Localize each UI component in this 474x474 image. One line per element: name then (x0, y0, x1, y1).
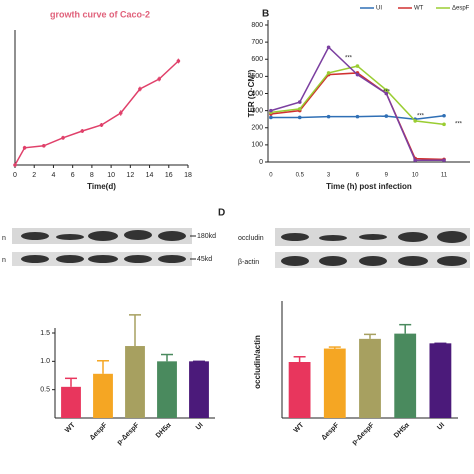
point (297, 100, 302, 104)
y-tick-label: 1.5 (40, 330, 50, 337)
y-axis-label: TER (Ω·CM²) (247, 69, 256, 117)
y-tick-label: 600 (251, 56, 263, 63)
panel-label: D (218, 208, 225, 219)
series-line (270, 46, 445, 162)
point (355, 72, 360, 77)
x-tick-label: 0 (269, 173, 273, 179)
point (13, 163, 17, 167)
x-tick-label: DH5α (155, 421, 173, 439)
y-axis-label: occludin/actin (253, 335, 262, 389)
bar (189, 361, 209, 418)
blot-size: 45kd (197, 256, 212, 263)
x-tick-label: p-ΔespF (351, 421, 376, 446)
x-tick-label: ΔespF (320, 421, 341, 442)
x-tick-label: 0 (13, 172, 17, 179)
y-tick-label: 100 (251, 142, 263, 149)
legend-label: UI (376, 6, 382, 12)
point (326, 114, 331, 119)
x-axis-label: Time(d) (87, 182, 116, 191)
blot-c: n n 180kd 45kd (2, 228, 216, 266)
x-tick-label: ΔespF (89, 421, 110, 442)
bar (125, 346, 145, 418)
point (442, 158, 446, 163)
x-tick-label: UI (436, 422, 446, 432)
point (413, 119, 417, 123)
x-tick-label: 12 (126, 172, 134, 179)
y-tick-label: 200 (251, 125, 263, 132)
x-tick-label: 0.5 (296, 173, 305, 179)
bar (323, 348, 346, 418)
legend-label: ΔespF (452, 6, 470, 12)
legend-label: WT (414, 6, 424, 12)
x-tick-label: WT (64, 421, 77, 434)
bar (359, 338, 381, 418)
x-tick-label: 11 (441, 173, 448, 179)
bar (288, 362, 311, 418)
y-tick-label: 800 (251, 22, 263, 29)
x-tick-label: WT (293, 421, 306, 434)
blot-size: 180kd (197, 233, 216, 240)
x-tick-label: DH5α (393, 421, 411, 439)
point (269, 115, 273, 120)
point (384, 88, 389, 92)
bar (93, 373, 113, 418)
chart-title: growth curve of Caco-2 (50, 9, 150, 19)
x-axis-label: Time (h) post infection (326, 182, 412, 191)
annotation: *** (417, 114, 425, 120)
blot-d: occludin β-actin (238, 228, 470, 268)
point (297, 115, 302, 120)
blot-label: β-actin (238, 259, 259, 266)
point (355, 64, 360, 68)
point (355, 114, 360, 119)
blot-label: n (2, 235, 6, 242)
annotation: *** (345, 56, 353, 62)
x-tick-label: 6 (356, 173, 360, 179)
x-tick-label: 10 (107, 172, 115, 179)
x-tick-label: 16 (165, 172, 173, 179)
annotation: *** (383, 90, 391, 96)
x-tick-label: 18 (184, 172, 192, 179)
x-tick-label: 2 (32, 172, 36, 179)
x-tick-label: 10 (412, 173, 419, 179)
series-line (14, 60, 179, 166)
point (326, 45, 331, 50)
y-tick-label: 700 (251, 39, 263, 46)
y-tick-label: 1.0 (40, 358, 50, 365)
point (442, 122, 446, 127)
point (269, 108, 273, 113)
x-tick-label: UI (195, 422, 205, 432)
bar (394, 333, 417, 418)
blot-label: occludin (238, 235, 264, 242)
x-tick-label: 3 (327, 173, 331, 179)
point (413, 158, 417, 163)
point (384, 91, 389, 96)
x-tick-label: 8 (90, 172, 94, 179)
point (326, 71, 331, 75)
panel-label: B (262, 9, 269, 20)
bar (157, 361, 177, 418)
y-tick-label: 0 (259, 159, 263, 166)
x-tick-label: p-ΔespF (116, 421, 141, 446)
annotation: *** (455, 122, 463, 128)
x-tick-label: 4 (51, 172, 55, 179)
x-tick-label: 14 (146, 172, 154, 179)
y-tick-label: 300 (251, 107, 263, 114)
point (384, 114, 389, 118)
blot-label: n (2, 257, 6, 264)
y-tick-label: 400 (251, 90, 263, 97)
y-tick-label: 0.5 (40, 387, 50, 394)
x-tick-label: 9 (385, 173, 389, 179)
point (297, 107, 302, 111)
x-tick-label: 6 (71, 172, 75, 179)
y-tick-label: 500 (251, 73, 263, 80)
bar (61, 386, 81, 418)
point (442, 113, 446, 118)
bar (429, 343, 452, 418)
